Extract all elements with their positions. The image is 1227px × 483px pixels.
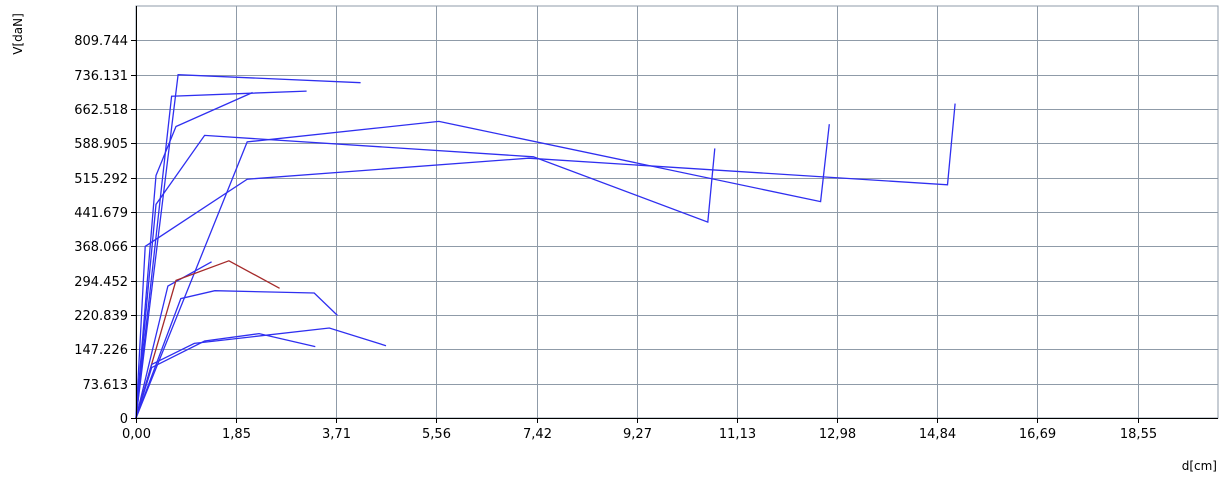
x-tick-label: 1,85 (222, 427, 251, 442)
x-tick-label: 18,55 (1120, 427, 1157, 442)
y-tick-label: 441.679 (74, 206, 128, 221)
x-tick-label: 3,71 (322, 427, 351, 442)
x-tick-label: 7,42 (523, 427, 552, 442)
series-line-4 (135, 134, 716, 419)
grid (135, 5, 1219, 419)
x-tick-label: 12,98 (819, 427, 856, 442)
y-tick-label: 294.452 (74, 275, 128, 290)
y-tick-label: 662.518 (74, 103, 128, 118)
series-line-5 (135, 120, 830, 419)
x-axis-label: d[cm] (1182, 459, 1217, 473)
series-line-9 (135, 260, 280, 419)
y-tick-label: 73.613 (83, 378, 129, 393)
series-line-6 (135, 103, 956, 419)
series-group (135, 74, 956, 419)
axes (136, 6, 1218, 419)
y-tick-label: 515.292 (74, 172, 128, 187)
y-tick-label: 147.226 (74, 343, 128, 358)
y-tick-label: 809.744 (74, 34, 128, 49)
x-tick-label: 14,84 (919, 427, 956, 442)
y-tick-label: 0 (120, 412, 128, 427)
series-line-11 (135, 327, 387, 419)
x-tick-label: 16,69 (1019, 427, 1056, 442)
series-line-3 (135, 91, 253, 419)
ticks: 0,00 1,85 3,71 5,56 7,42 9,27 11,13 12,98 14,84 1… (74, 34, 1157, 442)
y-tick-label: 736.131 (74, 69, 128, 84)
y-axis-label: V[daN] (11, 13, 25, 55)
series-line-1 (135, 74, 361, 419)
x-tick-label: 9,27 (623, 427, 652, 442)
y-tick-label: 588.905 (74, 137, 128, 152)
x-tick-label: 0,00 (122, 427, 151, 442)
series-line-8 (135, 290, 338, 419)
series-line-7 (135, 261, 212, 419)
x-tick-label: 11,13 (719, 427, 756, 442)
series-line-2 (135, 90, 307, 419)
y-tick-label: 220.839 (74, 309, 128, 324)
x-tick-label: 5,56 (422, 427, 451, 442)
y-tick-label: 368.066 (74, 240, 128, 255)
